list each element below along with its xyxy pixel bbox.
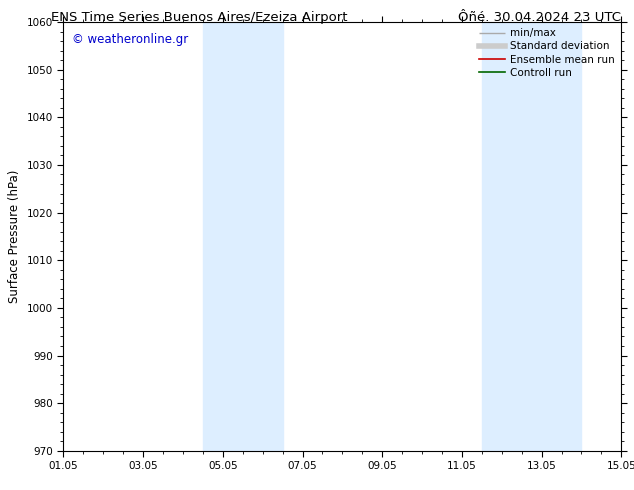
Text: Ôñé. 30.04.2024 23 UTC: Ôñé. 30.04.2024 23 UTC bbox=[458, 11, 621, 24]
Text: © weatheronline.gr: © weatheronline.gr bbox=[72, 33, 188, 46]
Bar bbox=[482, 22, 581, 451]
Y-axis label: Surface Pressure (hPa): Surface Pressure (hPa) bbox=[8, 170, 21, 303]
Legend: min/max, Standard deviation, Ensemble mean run, Controll run: min/max, Standard deviation, Ensemble me… bbox=[475, 24, 619, 82]
Text: ENS Time Series Buenos Aires/Ezeiza Airport: ENS Time Series Buenos Aires/Ezeiza Airp… bbox=[51, 11, 347, 24]
Bar bbox=[203, 22, 283, 451]
